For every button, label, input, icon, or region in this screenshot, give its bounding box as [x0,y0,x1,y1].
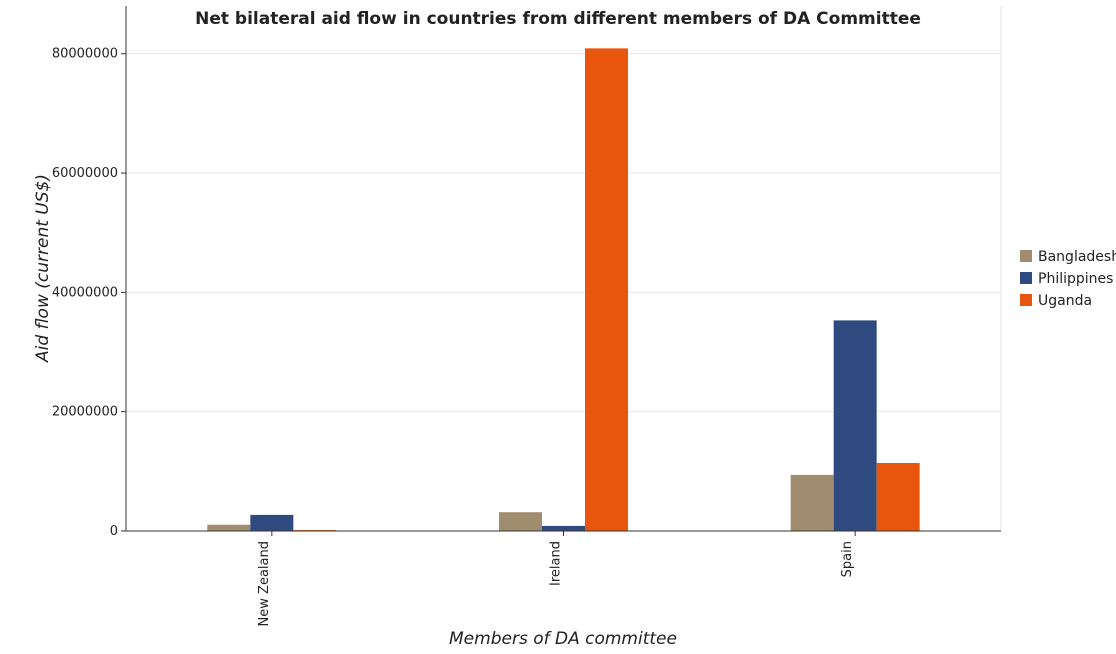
legend-swatch-uganda [1020,294,1032,306]
bar-philippines-new-zealand [250,514,294,531]
legend-label-bangladesh: Bangladesh [1038,249,1116,265]
y-tick-label: 0 [110,524,118,539]
bars [207,48,920,531]
bar-bangladesh-new-zealand [207,524,251,531]
y-tick-label: 60000000 [52,166,118,181]
bar-uganda-spain [876,462,920,531]
legend-label-uganda: Uganda [1038,293,1092,309]
legend-swatch-bangladesh [1020,250,1032,262]
legend: Bangladesh Philippines Uganda [1020,249,1116,309]
y-tick-label: 80000000 [52,47,118,62]
x-tick-label: New Zealand [257,541,272,626]
x-tick-label: Ireland [549,541,564,586]
y-tick-label: 40000000 [52,285,118,300]
legend-label-philippines: Philippines [1038,271,1113,287]
y-axis-title: Aid flow (current US$) [33,174,53,363]
bar-philippines-ireland [542,525,585,531]
bar-bangladesh-spain [790,474,834,531]
x-tick-label: Spain [840,541,855,577]
legend-swatch-philippines [1020,272,1032,284]
x-axis-title: Members of DA committee [449,629,677,649]
bar-philippines-spain [833,320,877,531]
bar-uganda-ireland [585,48,628,531]
bar-bangladesh-ireland [499,512,542,531]
ticks: 0 20000000 40000000 60000000 80000000 New Zea… [52,47,856,626]
y-tick-label: 20000000 [52,405,118,420]
chart-title: Net bilateral aid flow in countries from… [195,9,921,29]
